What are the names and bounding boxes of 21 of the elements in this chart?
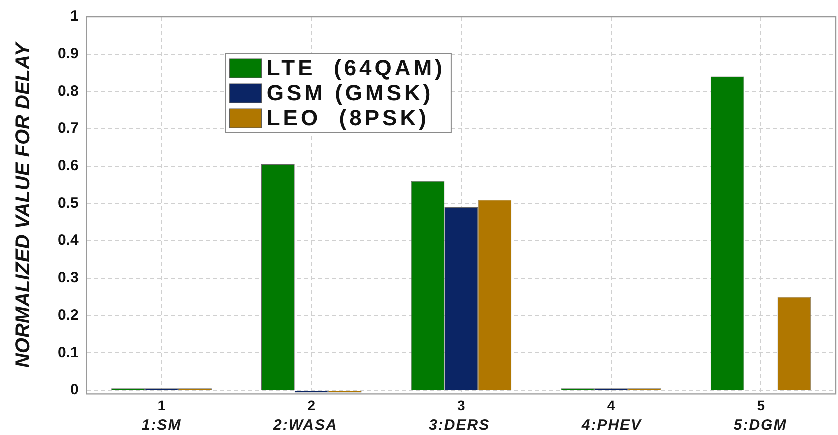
x-tick-label: 1 bbox=[158, 397, 166, 414]
y-tick-label: 0.2 bbox=[58, 306, 79, 324]
y-axis-title: NORMALIZED VALUE FOR DELAY bbox=[12, 42, 35, 368]
y-tick-label: 0 bbox=[70, 382, 79, 399]
x-tick-label: 3 bbox=[458, 397, 466, 414]
y-tick-label: 0.8 bbox=[58, 82, 79, 100]
x-tick-label: 5 bbox=[757, 397, 766, 414]
y-tick-label: 0.3 bbox=[58, 270, 79, 287]
y-tick-label: 0.6 bbox=[58, 158, 79, 175]
x-tick-label: 4 bbox=[607, 397, 616, 414]
x-axis-title: 1:SM 2:WASA 3:DERS 4:PHEV 5:DGM bbox=[142, 417, 788, 434]
legend-label: LEO (8PSK) bbox=[266, 106, 430, 131]
x-tick-label: 2 bbox=[308, 397, 316, 414]
y-tick-label: 0.5 bbox=[58, 194, 79, 212]
y-tick-label: 1 bbox=[70, 8, 79, 26]
legend-label: GSM (GMSK) bbox=[266, 80, 434, 106]
y-tick-label: 0.1 bbox=[58, 344, 79, 362]
y-tick-label: 0.7 bbox=[58, 120, 79, 138]
legend-label: LTE (64QAM) bbox=[266, 56, 446, 81]
y-tick-label: 0.4 bbox=[58, 232, 80, 250]
y-tick-label: 0.9 bbox=[58, 45, 79, 62]
